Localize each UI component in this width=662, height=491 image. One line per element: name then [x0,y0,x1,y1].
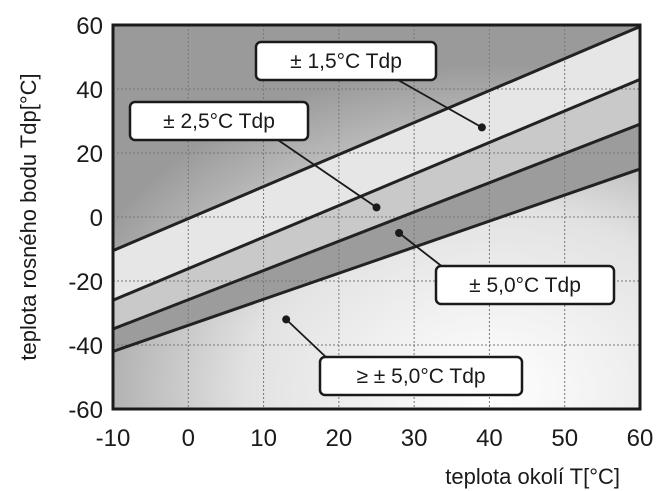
callout-leader [397,79,483,129]
y-tick-label: 60 [76,13,103,40]
y-tick-label: -60 [68,397,103,424]
x-tick-label: 20 [326,425,353,452]
callout-dot [395,229,404,237]
plot-area [113,25,640,409]
y-tick-label: -40 [68,333,103,360]
callout-box [318,355,524,397]
y-tick-label: -20 [68,269,103,296]
x-tick-label: 30 [401,425,428,452]
callout: ± 1,5°C Tdp [254,40,486,132]
annotation-callouts: ± 1,5°C Tdp ± 2,5°C Tdp ± 5,0°C Tdp ≥ ± 5,0… [128,40,616,397]
callout-box [254,40,438,82]
x-axis-title: teplota okolí T[°C] [445,464,620,489]
callout-label: ± 5,0°C Tdp [469,274,581,297]
callout-label: ± 2,5°C Tdp [163,110,275,133]
series-lines [113,25,640,353]
y-tick-label: 20 [76,141,103,168]
callout-leader [277,139,378,209]
callout: ± 5,0°C Tdp [395,229,616,306]
y-axis-title: teplota rosného bodu Tdp[°C] [16,73,41,360]
x-tick-label: 50 [551,425,578,452]
x-tick-labels: -10 0 10 20 30 40 50 60 [96,425,654,452]
series-line [113,122,640,331]
y-tick-label: 0 [90,205,103,232]
callout-box [434,264,616,306]
callout-box [128,100,310,142]
x-tick-label: 10 [250,425,277,452]
series-line [113,167,640,353]
x-tick-label: 60 [627,425,654,452]
callout-dot [477,123,486,132]
x-tick-label: -10 [96,425,131,452]
callout-dot [282,315,291,324]
x-tick-label: 40 [476,425,503,452]
x-tick-label: 0 [182,425,195,452]
series-line [113,25,640,252]
callout-label: ± 1,5°C Tdp [290,50,402,73]
accuracy-band [113,26,640,301]
callout: ± 2,5°C Tdp [128,100,381,212]
callout-label: ≥ ± 5,0°C Tdp [356,365,485,388]
callout-dot [372,203,381,212]
plot-frame [111,23,642,411]
y-tick-label: 40 [76,77,103,104]
y-tick-labels: -60 -40 -20 0 20 40 60 [68,13,103,424]
callout-leader [398,232,445,269]
accuracy-band [113,124,640,352]
callout: ≥ ± 5,0°C Tdp [282,315,524,397]
callout-leader [285,318,329,360]
series-line [113,78,640,302]
